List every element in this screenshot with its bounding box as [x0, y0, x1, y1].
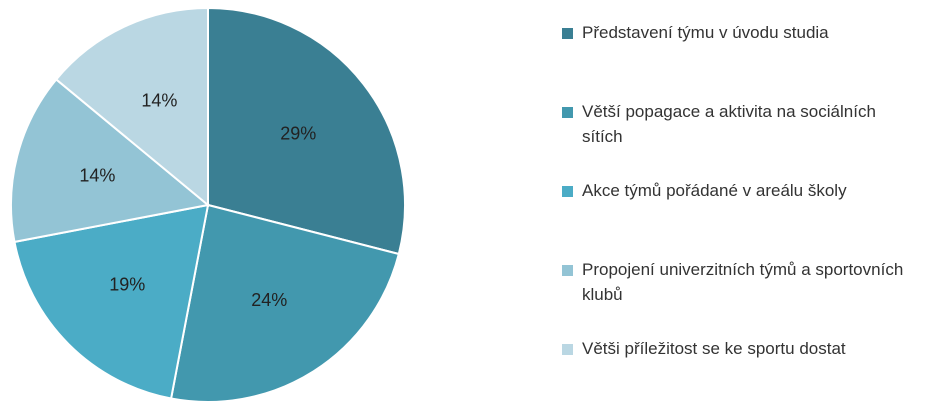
legend-item: Akce týmů pořádané v areálu školy — [562, 178, 907, 228]
pie-slice — [54, 6, 209, 208]
legend-swatch — [562, 107, 573, 118]
pie-slice — [207, 6, 406, 256]
legend-swatch — [562, 186, 573, 197]
pie-slice — [10, 78, 211, 244]
legend-label: Propojení univerzitních týmů a sportovní… — [582, 260, 904, 304]
data-label: 14% — [141, 90, 177, 110]
legend-item: Větší popagace a aktivita na sociálních … — [562, 99, 907, 149]
pie-slice — [13, 203, 210, 400]
legend-item: Propojení univerzitních týmů a sportovní… — [562, 257, 907, 307]
legend-label: Větší popagace a aktivita na sociálních … — [582, 102, 876, 146]
legend-swatch — [562, 344, 573, 355]
page: 29% 24% 19% 14% 14% Představení týmu v úvodu… — [10, 6, 904, 402]
legend: Představení týmu v úvodu studia Větší pop… — [562, 20, 907, 415]
legend-label: Větši příležitost se ke sportu dostat — [582, 339, 846, 358]
data-label: 14% — [79, 165, 115, 185]
data-label: 24% — [251, 290, 287, 310]
data-label: 19% — [109, 275, 145, 295]
legend-item: Větši příležitost se ke sportu dostat — [562, 336, 907, 386]
legend-swatch — [562, 28, 573, 39]
data-label: 29% — [280, 124, 316, 144]
legend-label: Akce týmů pořádané v areálu školy — [582, 181, 847, 200]
chart: 29% 24% 19% 14% 14% — [10, 6, 406, 402]
legend-swatch — [562, 265, 573, 276]
legend-item: Představení týmu v úvodu studia — [562, 20, 907, 70]
legend-label: Představení týmu v úvodu studia — [582, 23, 829, 42]
